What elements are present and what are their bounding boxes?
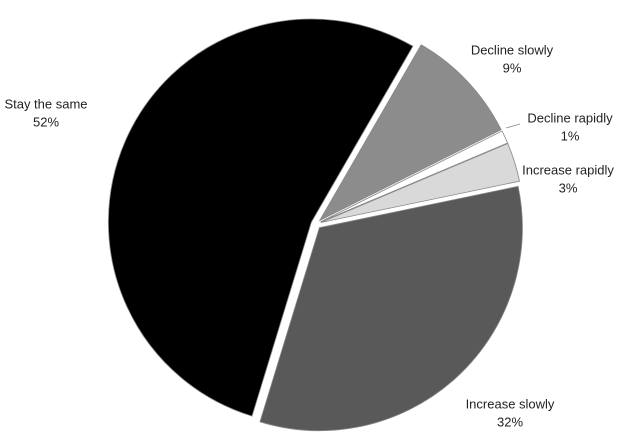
- slice-value-label: 3%: [559, 180, 578, 195]
- slice-value-label: 1%: [561, 128, 580, 143]
- slice-label: Decline slowly: [471, 42, 554, 57]
- slice-value-label: 9%: [503, 60, 522, 75]
- slice-value-label: 32%: [497, 414, 523, 429]
- slice-label: Decline rapidly: [527, 110, 613, 125]
- pie-slice: [259, 185, 523, 432]
- slice-value-label: 52%: [33, 114, 59, 129]
- leader-line: [505, 123, 521, 129]
- pie-slice: [318, 44, 502, 222]
- slice-label: Stay the same: [4, 96, 87, 111]
- pie-slice: [320, 130, 509, 223]
- slice-label: Increase rapidly: [522, 162, 614, 177]
- slice-label: Increase slowly: [466, 396, 555, 411]
- pie-slice: [320, 143, 520, 223]
- pie-slice: [108, 18, 414, 417]
